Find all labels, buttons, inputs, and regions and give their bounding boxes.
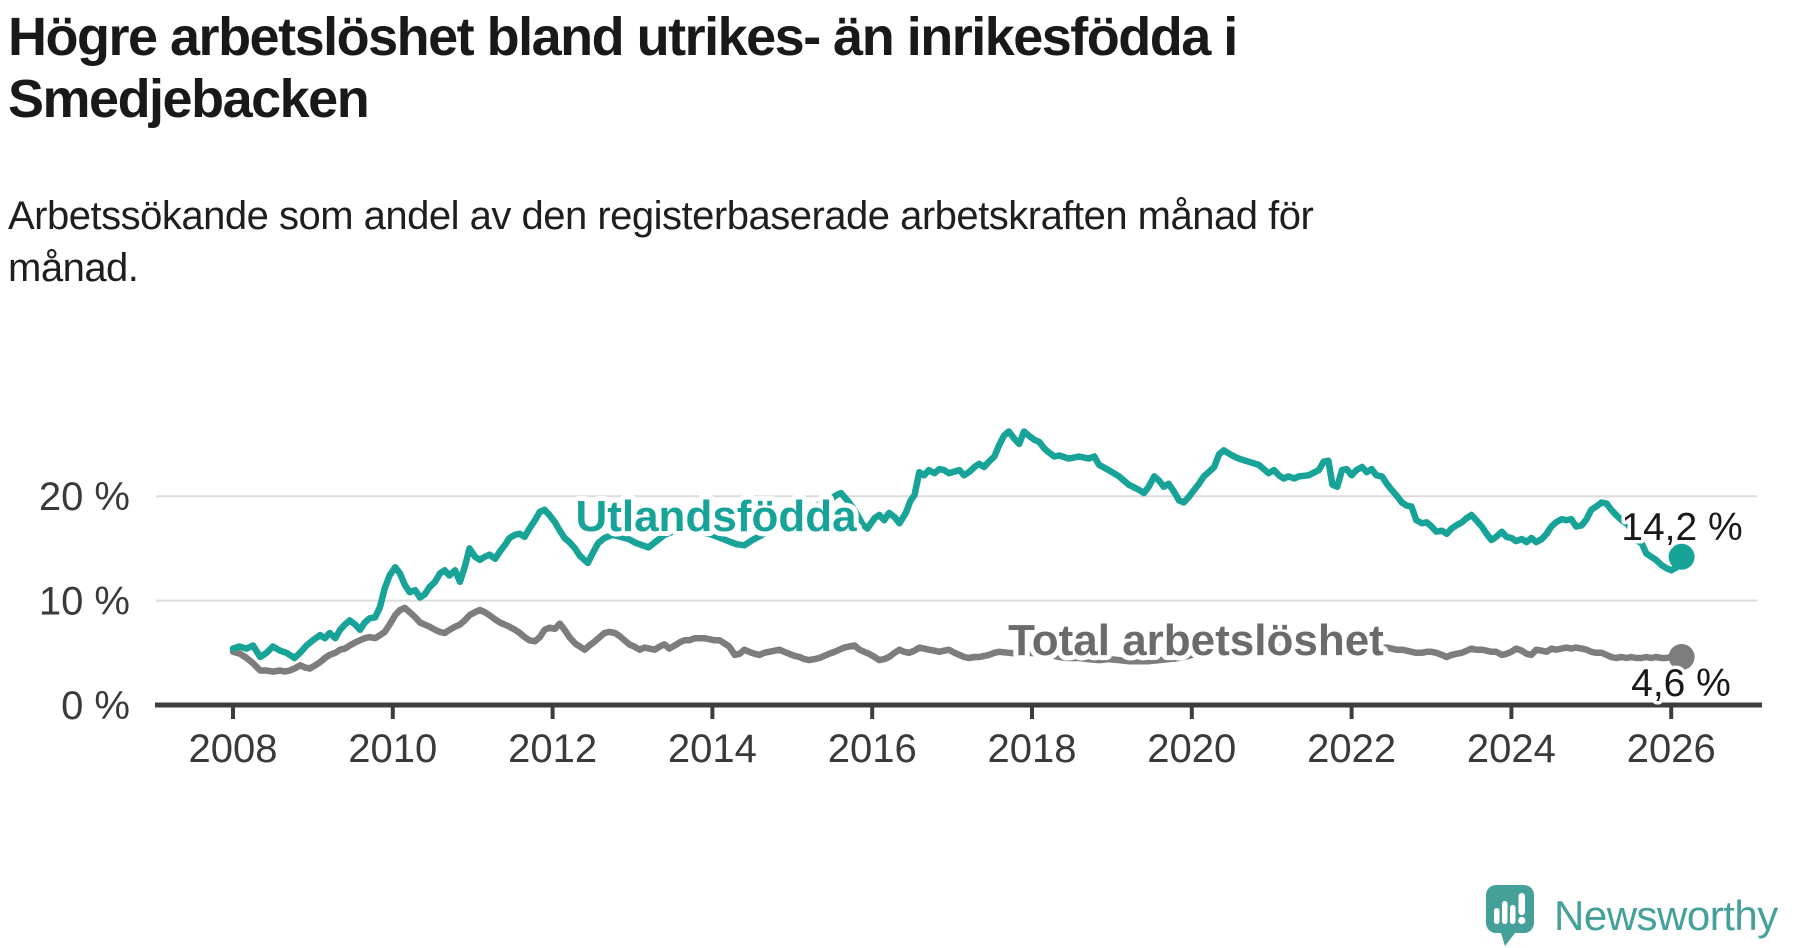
tick-labels: 0 % 10 % 20 % 2008 2010 2012 2014 2016 2018 2020 2… <box>39 475 1716 771</box>
x-tick-label-2022: 2022 <box>1307 727 1396 771</box>
x-tick-label-2014: 2014 <box>668 727 757 771</box>
series-line-utlandsf-dda <box>229 428 1685 662</box>
newsworthy-speech-bubble-barchart-icon <box>1486 885 1534 946</box>
end-value-label-utlandsfodda: 14,2 % <box>1621 506 1742 549</box>
series-label-utlandsfodda: Utlandsfödda <box>575 492 857 541</box>
page-title: Högre arbetslöshet bland utrikes- än inr… <box>8 6 1568 130</box>
page-title-line-1: Högre arbetslöshet bland utrikes- än inr… <box>8 7 1238 67</box>
y-tick-label-20pct: 20 % <box>39 475 130 519</box>
x-tick-label-2024: 2024 <box>1467 727 1556 771</box>
series-end-dot-utlandsf-dda <box>1668 543 1695 570</box>
x-tick-label-2018: 2018 <box>988 727 1077 771</box>
x-axis <box>155 702 1762 719</box>
y-tick-label-0pct: 0 % <box>61 684 130 728</box>
x-tick-label-2010: 2010 <box>348 727 437 771</box>
x-tick-label-2012: 2012 <box>508 727 597 771</box>
series-label-total-arbetsloshet: Total arbetslöshet <box>1008 616 1384 665</box>
x-tick-label-2016: 2016 <box>828 727 917 771</box>
x-tick-label-2020: 2020 <box>1147 727 1236 771</box>
page-subtitle-line-2: månad. <box>8 246 139 290</box>
series-line-total-arbetsl-shet <box>229 604 1685 675</box>
series-end-dots <box>1668 543 1695 670</box>
page-subtitle-line-1: Arbetssökande som andel av den registerb… <box>8 194 1314 238</box>
series-lines <box>229 428 1685 675</box>
series-end-dot-total-arbetsl-shet <box>1668 644 1695 670</box>
x-tick-label-2008: 2008 <box>189 727 278 771</box>
gridlines <box>156 495 1757 602</box>
newsworthy-logo-text: Newsworthy <box>1554 892 1778 939</box>
end-value-label-total-arbetsloshet: 4,6 % <box>1631 662 1731 705</box>
y-tick-label-10pct: 10 % <box>39 580 130 624</box>
page-subtitle: Arbetssökande som andel av den registerb… <box>8 190 1688 294</box>
newsworthy-logo: Newsworthy <box>1486 884 1778 948</box>
page-title-line-2: Smedjebacken <box>8 69 370 129</box>
x-tick-label-2026: 2026 <box>1627 727 1716 771</box>
